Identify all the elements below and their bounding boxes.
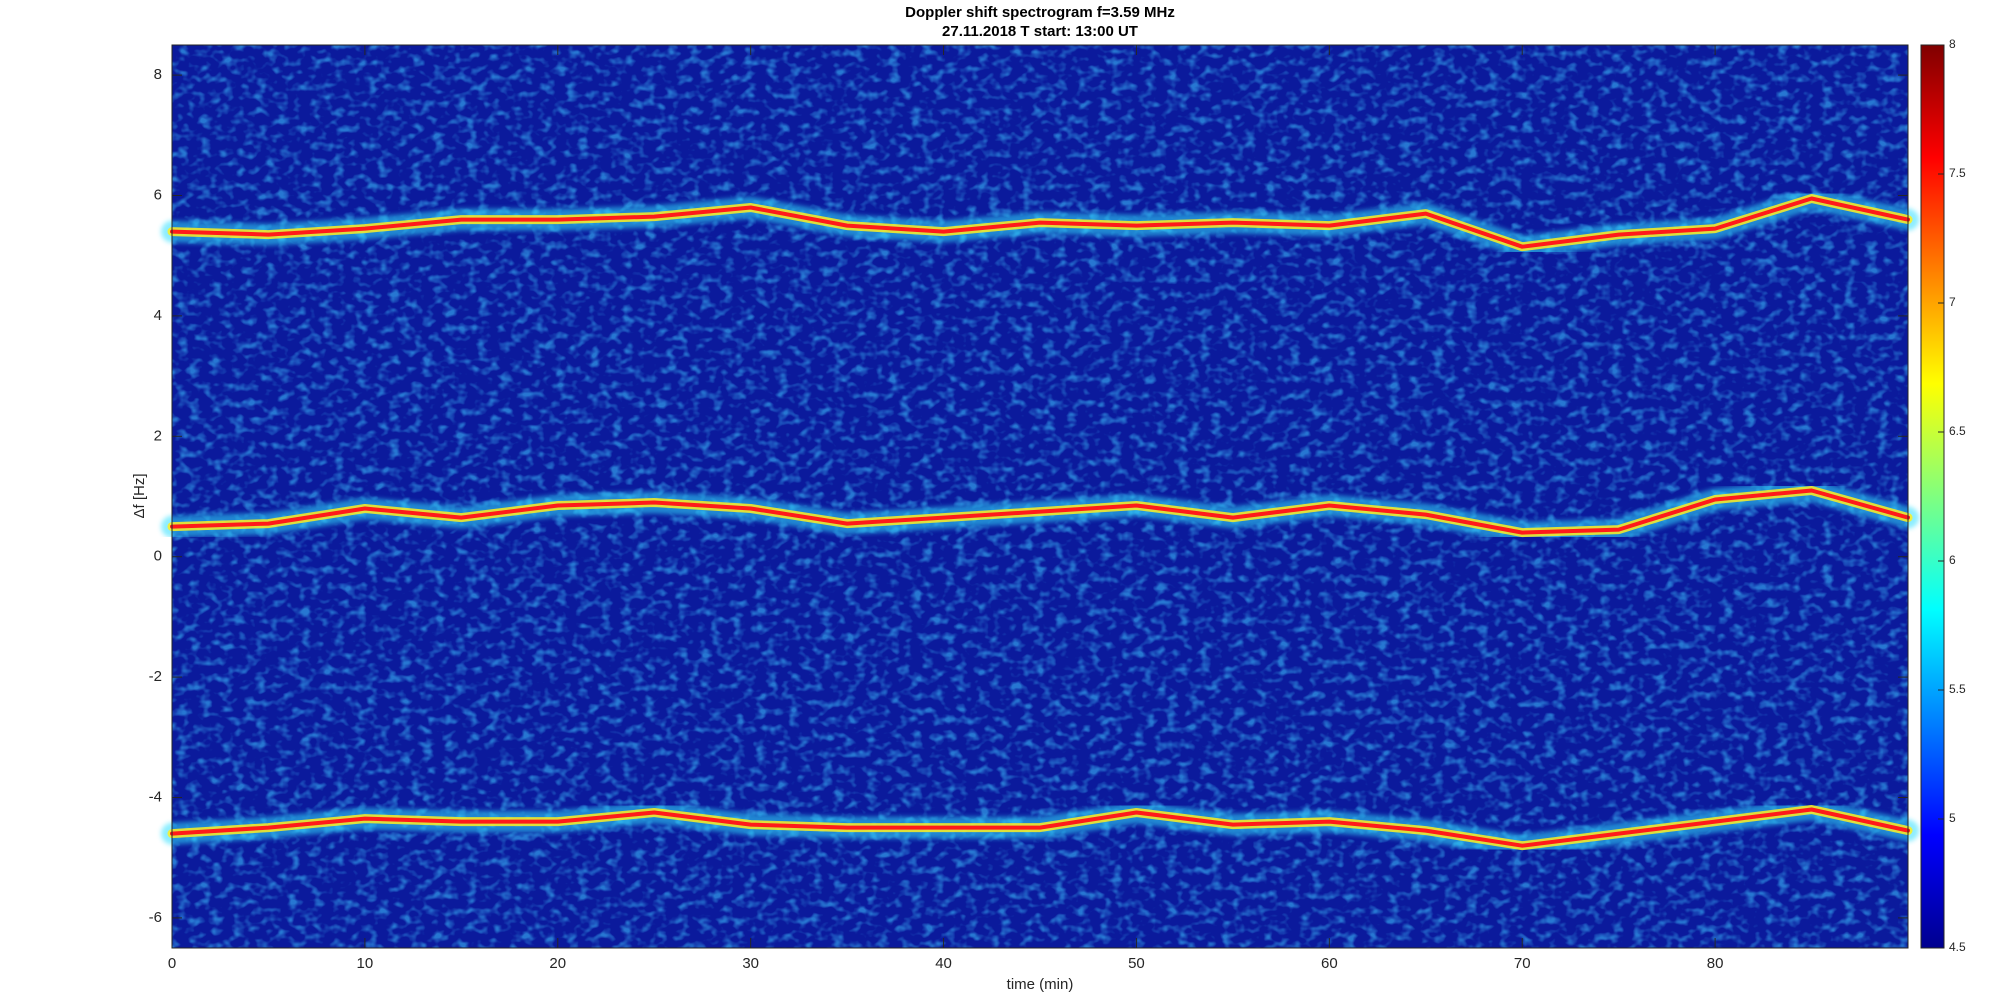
- colorbar-tick-label: 7: [1949, 295, 1956, 309]
- y-tick-label: 2: [154, 427, 162, 444]
- colorbar-tick-label: 7.5: [1949, 166, 1966, 180]
- plot-frame: [171, 44, 1909, 949]
- y-tick-label: -4: [149, 788, 162, 805]
- x-tick-label: 50: [1128, 955, 1145, 972]
- y-tick-label: -6: [149, 909, 162, 926]
- x-tick-label: 60: [1321, 955, 1338, 972]
- y-tick-label: 4: [154, 307, 162, 324]
- x-tick-label: 10: [357, 955, 374, 972]
- colorbar-tick-label: 5.5: [1949, 682, 1966, 696]
- trace: [170, 196, 1910, 249]
- x-tick-label: 20: [549, 955, 566, 972]
- colorbar-tick-label: 6: [1949, 553, 1956, 567]
- colorbar-tick-label: 5: [1949, 811, 1956, 825]
- x-tick-label: 70: [1514, 955, 1531, 972]
- noise-texture: [172, 45, 1908, 948]
- chart-subtitle: 27.11.2018 T start: 13:00 UT: [942, 23, 1138, 40]
- colorbar: [1920, 44, 1945, 949]
- x-axis-label: time (min): [1007, 976, 1074, 993]
- traces: [161, 187, 1919, 857]
- y-axis-label: Δf [Hz]: [131, 473, 148, 518]
- x-tick-label: 30: [742, 955, 759, 972]
- colorbar-tick-label: 4.5: [1949, 940, 1966, 954]
- y-tick-label: 6: [154, 186, 162, 203]
- trace: [170, 488, 1910, 535]
- y-tick-label: -2: [149, 668, 162, 685]
- colorbar-tick-label: 8: [1949, 37, 1956, 51]
- x-tick-label: 40: [935, 955, 952, 972]
- chart-title: Doppler shift spectrogram f=3.59 MHz: [905, 4, 1175, 21]
- y-tick-label: 8: [154, 66, 162, 83]
- trace: [170, 807, 1910, 848]
- x-tick-label: 0: [168, 955, 176, 972]
- x-tick-label: 80: [1707, 955, 1724, 972]
- y-tick-label: 0: [154, 548, 162, 565]
- colorbar-tick-label: 6.5: [1949, 424, 1966, 438]
